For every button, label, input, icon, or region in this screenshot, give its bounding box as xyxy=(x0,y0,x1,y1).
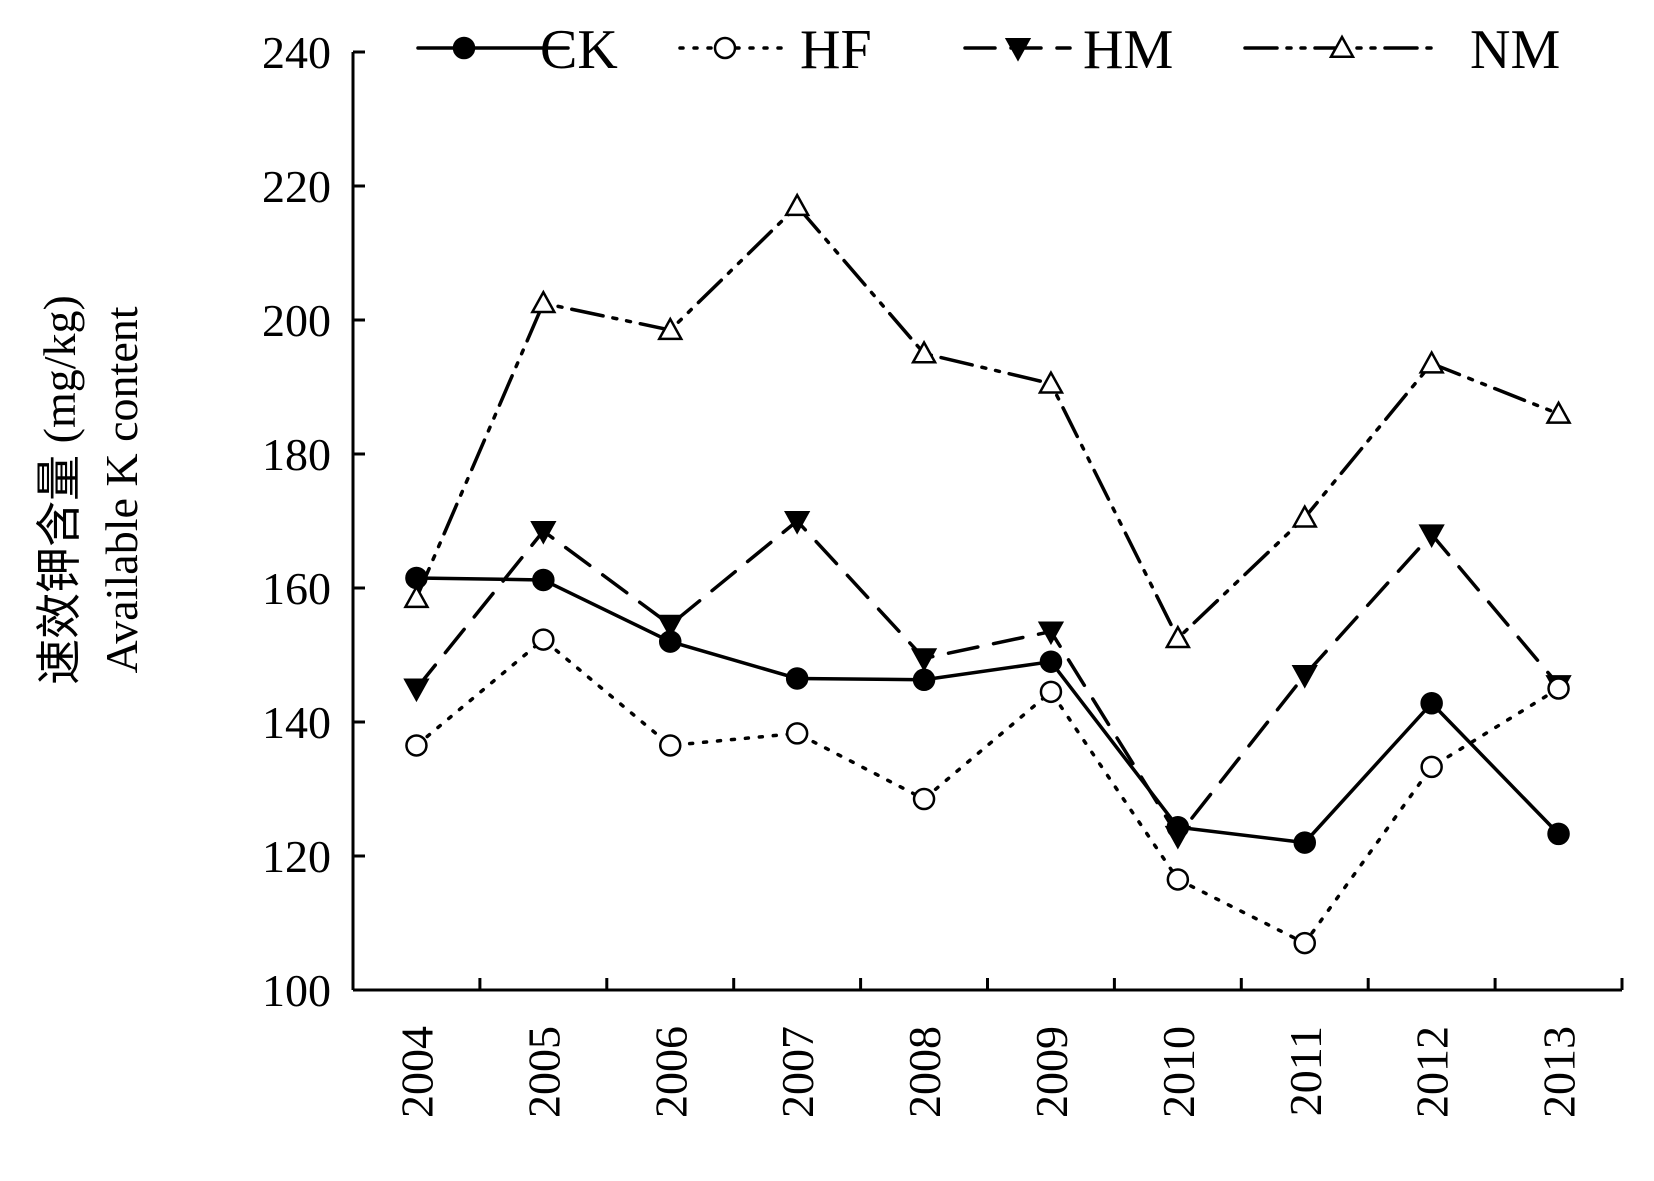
data-point-nm xyxy=(657,316,684,341)
x-tick-label: 2009 xyxy=(1026,1026,1077,1118)
legend-label-hm: HM xyxy=(1083,19,1173,81)
data-point-ck xyxy=(532,568,555,592)
series-line-ck xyxy=(414,576,1561,845)
x-tick-label: 2007 xyxy=(772,1026,823,1118)
data-point-hm xyxy=(657,614,684,639)
x-tick-label: 2011 xyxy=(1280,1026,1331,1116)
y-tick-label: 220 xyxy=(262,161,331,212)
x-tick-label: 2008 xyxy=(899,1026,950,1118)
data-point-ck xyxy=(1420,691,1443,715)
legend-marker-nm xyxy=(1328,34,1356,59)
series-line-hf xyxy=(414,637,1561,946)
x-tick-label: 2012 xyxy=(1407,1026,1458,1118)
series-hm xyxy=(403,510,1572,850)
data-point-ck xyxy=(912,668,936,692)
legend-marker-hm xyxy=(1004,37,1032,62)
legend-label-nm: NM xyxy=(1470,19,1560,81)
y-tick-label: 120 xyxy=(262,831,331,882)
data-point-hf xyxy=(1166,868,1190,891)
data-point-hm xyxy=(1418,524,1445,548)
data-point-hf xyxy=(785,722,809,745)
data-point-hf xyxy=(1420,755,1443,779)
y-tick-label: 180 xyxy=(262,429,331,480)
data-point-nm xyxy=(784,192,811,217)
series-ck xyxy=(405,566,1570,854)
y-ticks: 100 120 140 160 180 200 220 240 xyxy=(262,27,365,1016)
data-point-ck xyxy=(1166,815,1190,839)
data-point-hf xyxy=(405,734,428,757)
x-tick-label: 2004 xyxy=(391,1026,442,1118)
data-point-nm xyxy=(1291,504,1318,528)
data-point-hm xyxy=(1291,665,1318,689)
y-axis-title-cn: 速效钾含量 (mg/kg) xyxy=(34,295,85,685)
x-tick-label: 2006 xyxy=(645,1026,696,1118)
data-point-hf xyxy=(1547,677,1570,700)
x-tick-label: 2010 xyxy=(1153,1026,1204,1118)
data-point-hf xyxy=(1293,931,1316,955)
data-point-hf xyxy=(659,734,682,757)
data-point-hm xyxy=(403,678,430,703)
y-tick-label: 160 xyxy=(262,563,331,614)
data-point-nm xyxy=(1418,349,1445,374)
y-axis-title: 速效钾含量 (mg/kg) Available K content xyxy=(34,295,147,685)
legend: CK HF HM NM xyxy=(416,19,1560,81)
series-line-nm xyxy=(414,203,1561,642)
data-point-nm xyxy=(1545,400,1572,424)
legend-item-hm: HM xyxy=(963,19,1173,81)
data-point-nm xyxy=(910,339,938,364)
y-tick-label: 140 xyxy=(262,697,331,748)
series-group xyxy=(403,192,1572,955)
data-point-nm xyxy=(1037,370,1065,394)
data-point-hm xyxy=(784,510,811,535)
legend-marker-ck xyxy=(452,36,476,60)
legend-item-hf: HF xyxy=(678,19,872,81)
data-point-hm xyxy=(1037,621,1065,646)
y-tick-label: 200 xyxy=(262,295,331,346)
data-point-nm xyxy=(1164,624,1191,649)
data-point-hf xyxy=(912,787,936,811)
legend-item-nm: NM xyxy=(1243,19,1560,81)
data-point-ck xyxy=(1293,831,1316,854)
data-point-hf xyxy=(532,628,555,651)
data-point-ck xyxy=(659,630,682,653)
series-line-hm xyxy=(414,518,1561,839)
data-point-hf xyxy=(1039,680,1063,704)
legend-label-hf: HF xyxy=(800,19,872,81)
y-axis-title-en: Available K content xyxy=(96,306,147,673)
data-point-ck xyxy=(1039,650,1063,673)
data-point-nm xyxy=(403,584,430,609)
legend-label-ck: CK xyxy=(540,19,618,81)
x-tick-label: 2013 xyxy=(1534,1026,1585,1118)
series-nm xyxy=(403,192,1572,649)
data-point-ck xyxy=(785,667,809,690)
data-point-ck xyxy=(405,566,428,590)
data-point-nm xyxy=(530,289,557,314)
x-ticks: 2004 2005 2006 2007 2008 2009 2010 2011 2012 2013 xyxy=(391,978,1624,1118)
y-tick-label: 100 xyxy=(262,965,331,1016)
x-tick-label: 2005 xyxy=(518,1026,569,1118)
data-point-ck xyxy=(1547,822,1570,846)
data-point-hm xyxy=(530,521,557,545)
legend-marker-hf xyxy=(713,36,737,60)
y-tick-label: 240 xyxy=(262,27,331,78)
legend-item-ck: CK xyxy=(416,19,618,81)
data-point-hm xyxy=(910,648,938,672)
series-hf xyxy=(405,628,1570,955)
